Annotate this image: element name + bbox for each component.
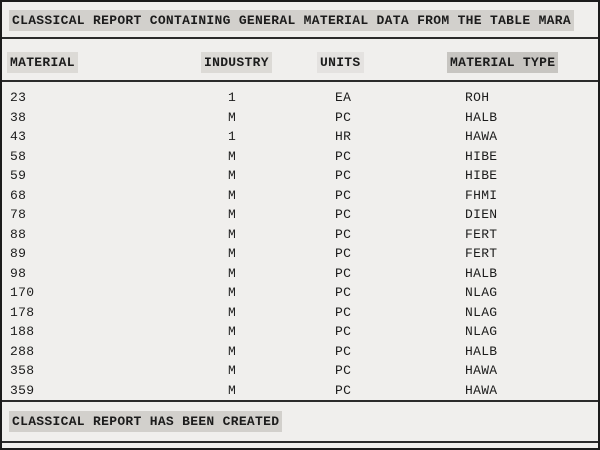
cell-units: PC bbox=[335, 109, 352, 125]
table-row: 178 M PC NLAG bbox=[2, 303, 598, 323]
cell-material-type: HIBE bbox=[465, 168, 498, 183]
cell-material: 89 bbox=[10, 246, 27, 261]
cell-industry: M bbox=[228, 382, 237, 398]
cell-units: PC bbox=[335, 207, 352, 222]
cell-material-type: HAWA bbox=[465, 363, 498, 378]
table-row: 38 M PC HALB bbox=[2, 108, 598, 128]
cell-units: HR bbox=[335, 129, 352, 144]
cell-units: PC bbox=[335, 304, 352, 320]
cell-material: 359 bbox=[10, 382, 35, 398]
report-footer-row: CLASSICAL REPORT HAS BEEN CREATED bbox=[2, 402, 598, 441]
cell-units: PC bbox=[335, 363, 352, 378]
cell-units: PC bbox=[335, 285, 352, 300]
cell-material-type: NLAG bbox=[465, 285, 498, 300]
cell-industry: 1 bbox=[228, 90, 237, 105]
column-header-row: MATERIAL INDUSTRY UNITS MATERIAL TYPE bbox=[2, 39, 598, 80]
cell-industry: M bbox=[228, 285, 237, 300]
cell-industry: M bbox=[228, 168, 237, 183]
cell-units: PC bbox=[335, 187, 352, 203]
cell-industry: M bbox=[228, 148, 237, 164]
cell-material-type: ROH bbox=[465, 90, 490, 105]
cell-units: PC bbox=[335, 148, 352, 164]
cell-material: 58 bbox=[10, 148, 27, 164]
table-row: 359 M PC HAWA bbox=[2, 381, 598, 401]
table-row: 188 M PC NLAG bbox=[2, 322, 598, 342]
cell-material-type: HALB bbox=[465, 265, 498, 281]
cell-industry: M bbox=[228, 304, 237, 320]
horizontal-rule-under-title bbox=[2, 37, 598, 39]
cell-material: 188 bbox=[10, 324, 35, 339]
horizontal-rule-under-header bbox=[2, 80, 598, 82]
cell-industry: 1 bbox=[228, 129, 237, 144]
report-body: 23 1 EA ROH 38 M PC HALB 43 1 HR HAWA 58… bbox=[2, 82, 598, 400]
table-row: 170 M PC NLAG bbox=[2, 283, 598, 303]
cell-industry: M bbox=[228, 187, 237, 203]
cell-material-type: HALB bbox=[465, 343, 498, 359]
cell-material: 59 bbox=[10, 168, 27, 183]
table-row: 59 M PC HIBE bbox=[2, 166, 598, 186]
table-row: 358 M PC HAWA bbox=[2, 361, 598, 381]
cell-units: PC bbox=[335, 226, 352, 242]
cell-material: 178 bbox=[10, 304, 35, 320]
report-title-row: CLASSICAL REPORT CONTAINING GENERAL MATE… bbox=[2, 2, 598, 37]
cell-material: 288 bbox=[10, 343, 35, 359]
cell-material: 68 bbox=[10, 187, 27, 203]
cell-industry: M bbox=[228, 324, 237, 339]
cell-units: PC bbox=[335, 168, 352, 183]
cell-units: PC bbox=[335, 382, 352, 398]
cell-material-type: FERT bbox=[465, 246, 498, 261]
cell-industry: M bbox=[228, 265, 237, 281]
table-row: 68 M PC FHMI bbox=[2, 186, 598, 206]
cell-units: PC bbox=[335, 265, 352, 281]
column-header-units: UNITS bbox=[317, 52, 450, 73]
report-footer-message: CLASSICAL REPORT HAS BEEN CREATED bbox=[9, 411, 283, 432]
cell-industry: M bbox=[228, 226, 237, 242]
cell-units: PC bbox=[335, 246, 352, 261]
cell-industry: M bbox=[228, 246, 237, 261]
column-header-industry: INDUSTRY bbox=[201, 52, 320, 73]
cell-material-type: FHMI bbox=[465, 187, 498, 203]
table-row: 58 M PC HIBE bbox=[2, 147, 598, 167]
cell-industry: M bbox=[228, 343, 237, 359]
cell-industry: M bbox=[228, 207, 237, 222]
table-row: 78 M PC DIEN bbox=[2, 205, 598, 225]
cell-industry: M bbox=[228, 363, 237, 378]
cell-material: 88 bbox=[10, 226, 27, 242]
table-row: 23 1 EA ROH bbox=[2, 88, 598, 108]
cell-material-type: HAWA bbox=[465, 129, 498, 144]
horizontal-rule-above-footer bbox=[2, 400, 598, 402]
cell-units: PC bbox=[335, 324, 352, 339]
cell-material: 43 bbox=[10, 129, 27, 144]
table-row: 43 1 HR HAWA bbox=[2, 127, 598, 147]
cell-material-type: NLAG bbox=[465, 304, 498, 320]
table-row: 288 M PC HALB bbox=[2, 342, 598, 362]
table-row: 88 M PC FERT bbox=[2, 225, 598, 245]
cell-material-type: HALB bbox=[465, 109, 498, 125]
cell-material-type: FERT bbox=[465, 226, 498, 242]
table-row: 89 M PC FERT bbox=[2, 244, 598, 264]
report-title: CLASSICAL REPORT CONTAINING GENERAL MATE… bbox=[9, 10, 574, 31]
cell-material: 358 bbox=[10, 363, 35, 378]
cell-material-type: HIBE bbox=[465, 148, 498, 164]
horizontal-rule-below-footer bbox=[2, 441, 598, 443]
cell-material: 38 bbox=[10, 109, 27, 125]
cell-material-type: NLAG bbox=[465, 324, 498, 339]
cell-units: PC bbox=[335, 343, 352, 359]
cell-material: 78 bbox=[10, 207, 27, 222]
cell-material: 23 bbox=[10, 90, 27, 105]
cell-material: 98 bbox=[10, 265, 27, 281]
cell-industry: M bbox=[228, 109, 237, 125]
cell-units: EA bbox=[335, 90, 352, 105]
column-header-material: MATERIAL bbox=[7, 52, 204, 73]
cell-material: 170 bbox=[10, 285, 35, 300]
cell-material-type: HAWA bbox=[465, 382, 498, 398]
cell-material-type: DIEN bbox=[465, 207, 498, 222]
column-header-material-type: MATERIAL TYPE bbox=[447, 52, 598, 73]
table-row: 98 M PC HALB bbox=[2, 264, 598, 284]
